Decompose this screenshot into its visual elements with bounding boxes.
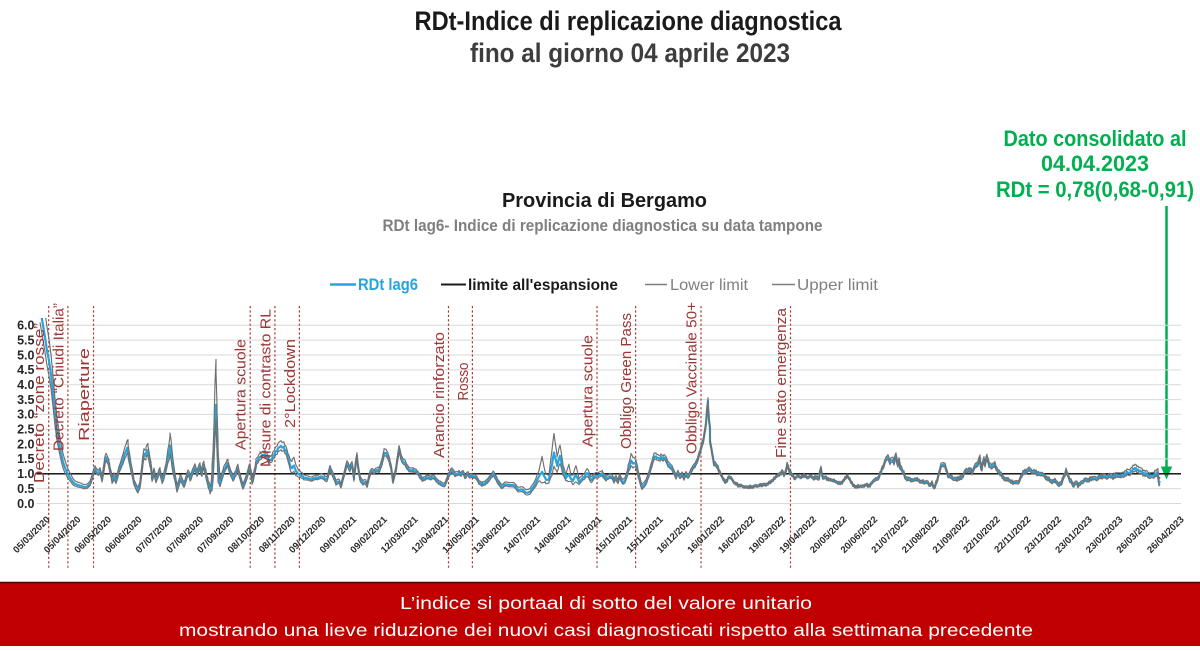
svg-text:RDt lag6- Indice di replicazio: RDt lag6- Indice di replicazione diagnos… <box>383 216 823 235</box>
svg-text:Misure di contrasto RL: Misure di contrasto RL <box>258 309 274 467</box>
svg-text:Riaperture: Riaperture <box>77 348 93 441</box>
svg-text:3.0: 3.0 <box>17 408 34 422</box>
svg-text:L’indice si portaal di sotto d: L’indice si portaal di sotto del valore … <box>400 593 812 613</box>
svg-text:RDt-Indice di replicazione dia: RDt-Indice di replicazione diagnostica <box>415 6 843 36</box>
svg-text:Fine stato emergenza: Fine stato emergenza <box>774 307 790 458</box>
svg-text:Arancio rinforzato: Arancio rinforzato <box>432 332 448 458</box>
svg-text:RDt lag6: RDt lag6 <box>358 275 418 294</box>
svg-text:Provincia di Bergamo: Provincia di Bergamo <box>502 190 707 212</box>
svg-text:2°Lockdown: 2°Lockdown <box>283 339 299 428</box>
svg-text:Apertura scuole: Apertura scuole <box>234 339 250 450</box>
svg-text:fino al giorno 04 aprile 2023: fino al giorno 04 aprile 2023 <box>470 38 790 68</box>
svg-text:6.0: 6.0 <box>17 319 34 333</box>
svg-text:Upper limit: Upper limit <box>797 277 879 294</box>
svg-text:Lower limit: Lower limit <box>670 277 749 294</box>
svg-text:Obbligo Green Pass: Obbligo Green Pass <box>619 313 635 449</box>
svg-text:limite all'espansione: limite all'espansione <box>468 277 618 294</box>
svg-text:Decreto “Chiudi Italia”: Decreto “Chiudi Italia” <box>51 303 67 451</box>
svg-text:04.04.2023: 04.04.2023 <box>1041 151 1149 176</box>
svg-text:Apertura scuole: Apertura scuole <box>581 335 597 447</box>
svg-text:2.0: 2.0 <box>17 437 34 451</box>
svg-text:4.0: 4.0 <box>17 378 34 392</box>
svg-text:RDt = 0,78(0,68-0,91): RDt = 0,78(0,68-0,91) <box>996 177 1194 202</box>
svg-text:2.5: 2.5 <box>17 423 34 437</box>
svg-text:1.5: 1.5 <box>17 452 34 466</box>
svg-text:Decreto “zone rosse”: Decreto “zone rosse” <box>32 323 48 483</box>
svg-text:0.0: 0.0 <box>17 497 34 511</box>
svg-text:mostrando una lieve riduzione: mostrando una lieve riduzione dei nuovi … <box>179 620 1033 640</box>
svg-text:1.0: 1.0 <box>17 467 34 481</box>
svg-text:0.5: 0.5 <box>17 482 34 496</box>
svg-text:5.0: 5.0 <box>17 348 34 362</box>
svg-text:Obbligo Vaccinale 50+: Obbligo Vaccinale 50+ <box>685 302 701 454</box>
svg-text:3.5: 3.5 <box>17 393 34 407</box>
svg-text:4.5: 4.5 <box>17 363 34 377</box>
svg-text:5.5: 5.5 <box>17 333 34 347</box>
svg-text:Dato consolidato al: Dato consolidato al <box>1004 126 1187 151</box>
svg-text:Rosso: Rosso <box>456 363 472 401</box>
